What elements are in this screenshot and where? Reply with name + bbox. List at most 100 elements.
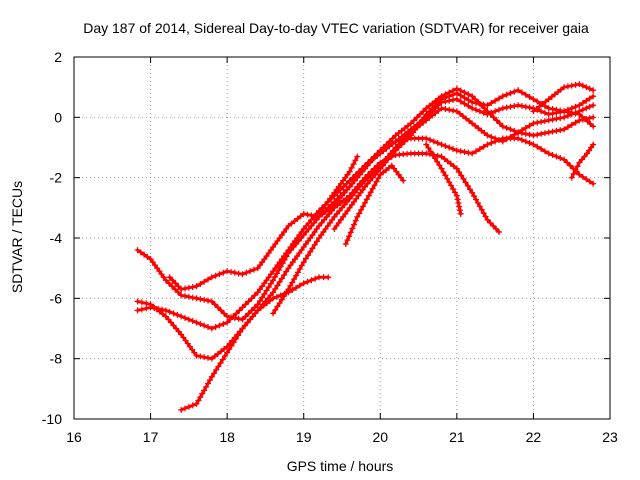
data-point [212, 323, 219, 330]
data-point [557, 107, 564, 114]
series-trace [136, 152, 501, 361]
data-point [277, 292, 284, 299]
data-point [224, 313, 231, 320]
data-point [147, 256, 154, 263]
data-point [382, 159, 389, 166]
data-point [534, 119, 541, 126]
data-point [337, 216, 344, 223]
data-point [499, 138, 506, 145]
data-point [328, 204, 335, 211]
data-point [208, 355, 215, 362]
data-point [522, 91, 529, 98]
data-point [359, 180, 366, 187]
data-point [320, 228, 327, 235]
data-point [340, 177, 347, 184]
data-point [346, 168, 353, 175]
data-point [297, 213, 304, 220]
data-point [259, 294, 266, 301]
data-point [465, 149, 472, 156]
data-point [397, 174, 404, 181]
data-point [143, 300, 150, 307]
data-point [564, 159, 571, 166]
data-point [158, 271, 165, 278]
data-point [472, 96, 479, 103]
data-point [178, 406, 185, 413]
data-point [438, 105, 445, 112]
data-point [451, 189, 458, 196]
data-point [316, 222, 323, 229]
data-point [326, 219, 333, 226]
data-point [336, 195, 343, 202]
data-point [221, 346, 228, 353]
data-point [307, 235, 314, 241]
data-point [174, 311, 181, 318]
data-point [326, 210, 333, 217]
data-point [212, 272, 219, 279]
data-point [581, 153, 588, 160]
data-point [312, 275, 319, 282]
data-point [539, 101, 546, 108]
data-point [453, 165, 460, 172]
data-point [170, 310, 177, 317]
x-tick-label: 19 [296, 429, 312, 445]
data-point [472, 122, 479, 129]
data-point [291, 276, 298, 283]
data-point [545, 96, 552, 103]
data-point [230, 313, 237, 320]
data-point [551, 91, 558, 98]
data-point [201, 387, 208, 394]
data-point [530, 141, 537, 148]
data-point [343, 180, 350, 187]
data-point [247, 268, 254, 275]
data-point [493, 117, 500, 124]
data-point [545, 150, 552, 157]
data-point [247, 316, 254, 323]
data-point [337, 200, 344, 207]
data-point [568, 109, 575, 116]
data-point [351, 198, 358, 205]
data-point [454, 196, 461, 203]
data-point [211, 301, 218, 308]
data-point [484, 111, 491, 118]
data-point [356, 183, 363, 190]
data-point [322, 209, 329, 216]
data-point [178, 313, 185, 320]
data-point [211, 353, 218, 360]
data-point [272, 265, 279, 272]
data-point [388, 162, 395, 169]
data-point [252, 310, 259, 317]
data-point [324, 198, 331, 205]
data-point [438, 153, 445, 160]
data-point [576, 81, 583, 88]
data-point [430, 138, 437, 145]
data-point [294, 215, 301, 222]
series-track-11 [530, 81, 597, 115]
data-point [270, 289, 277, 296]
data-point [294, 269, 301, 276]
data-point [220, 320, 227, 327]
data-point [261, 291, 268, 298]
x-tick-label: 16 [66, 429, 82, 445]
data-point [339, 192, 345, 199]
data-point [248, 295, 255, 302]
data-point [239, 325, 246, 332]
data-point [487, 219, 494, 226]
data-point [224, 268, 231, 275]
data-point [557, 127, 564, 134]
data-point [154, 265, 161, 272]
data-point [507, 126, 514, 133]
data-point [507, 103, 514, 110]
data-point [447, 160, 454, 167]
data-point [270, 310, 277, 317]
data-point [249, 313, 256, 320]
data-point [355, 192, 362, 199]
data-point [344, 237, 351, 244]
data-point [208, 325, 215, 332]
data-point [151, 305, 158, 312]
data-point [522, 124, 529, 131]
data-point [557, 155, 564, 162]
data-point [574, 163, 581, 170]
data-point [488, 139, 495, 146]
data-point [460, 175, 467, 182]
data-point [300, 244, 307, 251]
